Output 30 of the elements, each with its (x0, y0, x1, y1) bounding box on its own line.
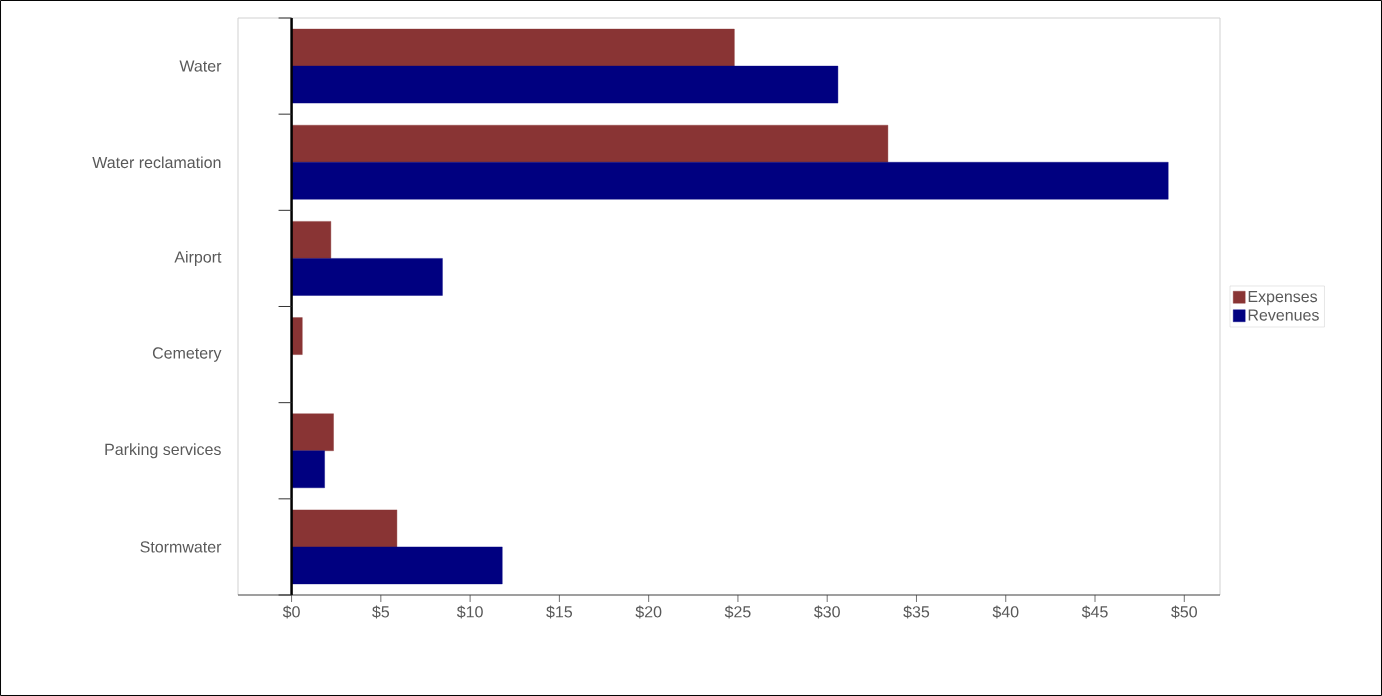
bar (291, 221, 332, 259)
x-tick-label: $0 (282, 605, 300, 619)
bar (291, 546, 503, 585)
x-tick-label: $5 (372, 605, 390, 619)
y-tick-label: Stormwater (140, 541, 222, 553)
y-tick-label: Water reclamation (92, 156, 221, 169)
bar (291, 258, 443, 296)
bar (291, 65, 839, 104)
y-tick-label: Cemetery (152, 347, 222, 362)
x-tick-label: $35 (903, 605, 930, 619)
x-tick-label: $20 (635, 605, 662, 619)
legend-label: Expenses (1248, 290, 1318, 306)
bar (291, 450, 325, 488)
bar (291, 413, 334, 451)
x-tick-label: $10 (456, 605, 483, 619)
x-tick-label: $40 (992, 605, 1019, 619)
x-tick-label: $30 (814, 605, 840, 619)
bar (291, 162, 1169, 200)
y-tick-label: Water (179, 60, 222, 72)
bar (291, 509, 398, 548)
bar (291, 28, 735, 67)
y-tick-label: Airport (174, 250, 222, 266)
bar (291, 317, 303, 355)
x-tick-label: $15 (546, 605, 573, 619)
x-tick-label: $50 (1171, 605, 1197, 619)
bar (291, 125, 889, 163)
x-tick-label: $45 (1081, 605, 1108, 619)
y-tick-label: Parking services (105, 443, 221, 459)
legend-label: Revenues (1248, 309, 1319, 321)
x-tick-label: $25 (724, 605, 751, 619)
